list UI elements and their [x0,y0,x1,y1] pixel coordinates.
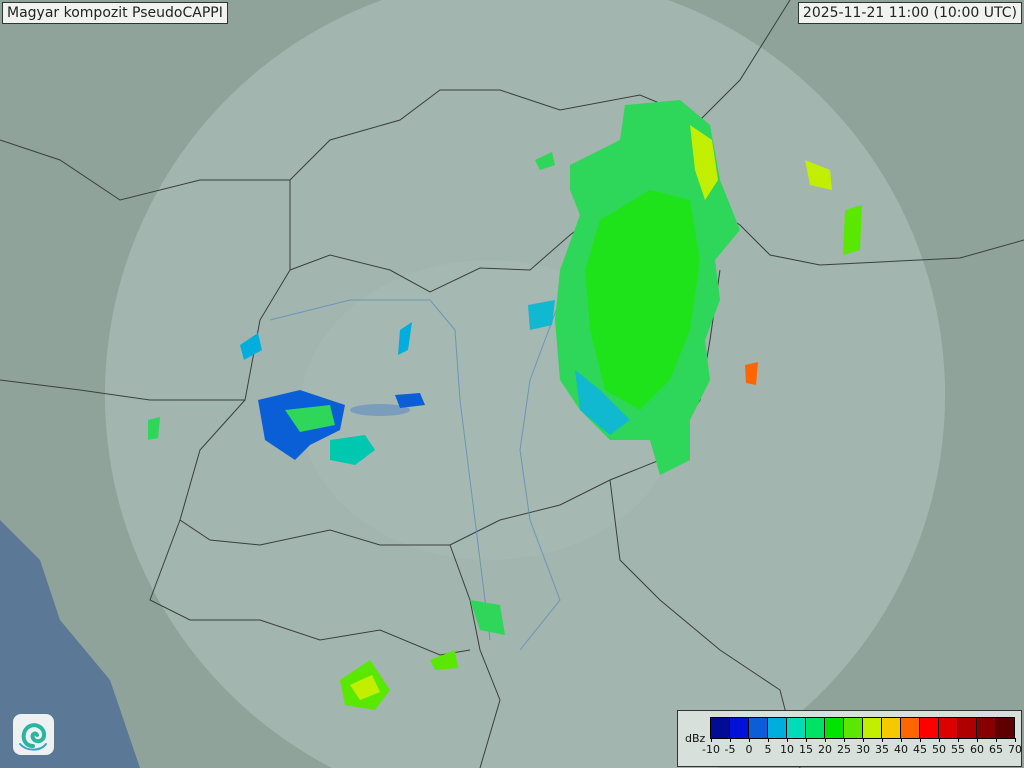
legend-tick: 60 [962,738,992,756]
swirl-logo-icon[interactable] [13,714,54,755]
radar-echoes [148,100,862,710]
echo-mid-1 [398,322,412,355]
legend-color-cell [882,718,901,738]
legend-tick-label: 30 [856,743,870,756]
legend-tick-label: 10 [780,743,794,756]
legend-tick: 15 [791,738,821,756]
legend-color-cell [806,718,825,738]
legend-tick: 35 [867,738,897,756]
legend-ticks: -10 -5 0 5 10 15 20 25 30 35 40 45 50 55 60 65 70 [702,738,1022,758]
legend-tick: 25 [829,738,859,756]
legend-tick: -5 [715,738,745,756]
legend-tick-label: 55 [951,743,965,756]
legend-tick: -10 [696,738,726,756]
legend-tick-label: 5 [764,743,772,756]
legend-tick: 20 [810,738,840,756]
legend-color-cell [825,718,844,738]
echo-east-2 [843,205,862,255]
echo-east-3 [745,362,758,385]
legend-tick-label: 50 [932,743,946,756]
legend-color-cell [920,718,939,738]
legend-color-bar [710,717,1015,739]
legend-tick: 70 [1000,738,1024,756]
legend-color-cell [844,718,863,738]
legend-tick-label: 25 [837,743,851,756]
legend-tick-label: 65 [989,743,1003,756]
lake-balaton [350,404,410,416]
legend-tick-label: 70 [1008,743,1022,756]
map-title: Magyar kompozit PseudoCAPPI [2,2,228,24]
legend-tick-label: 0 [745,743,753,756]
legend-tick: 65 [981,738,1011,756]
echo-south-core [350,675,380,700]
legend-color-cell [768,718,787,738]
legend-color-cell [996,718,1014,738]
legend-color-cell [901,718,920,738]
adriatic-sea [0,520,140,768]
echo-mid-5 [528,300,555,330]
timestamp: 2025-11-21 11:00 (10:00 UTC) [797,2,1022,24]
legend-tick: 50 [924,738,954,756]
legend-tick: 55 [943,738,973,756]
echo-main-cyan [575,370,630,435]
echo-west-2 [330,435,375,465]
legend-color-cell [730,718,749,738]
echo-north [535,152,555,170]
legend-color-cell [977,718,996,738]
legend-tick-label: -10 [702,743,720,756]
echo-west-core [285,405,335,432]
echo-main-core [585,190,700,410]
rivers [269,299,561,651]
legend-tick: 30 [848,738,878,756]
legend-tick-label: -5 [724,743,736,756]
dbz-legend: dBz -10 -5 0 5 10 15 20 25 30 35 40 45 50 55 60 65 70 [677,710,1022,767]
legend-color-cell [787,718,806,738]
echo-mid-7 [395,393,425,408]
legend-tick-label: 15 [799,743,813,756]
legend-tick-label: 20 [818,743,832,756]
echo-mid-3 [470,600,505,635]
legend-tick-label: 45 [913,743,927,756]
echo-mid-2 [240,333,262,360]
legend-tick-label: 60 [970,743,984,756]
legend-tick-label: 40 [894,743,908,756]
legend-color-cell [958,718,977,738]
echo-mid-6 [148,417,160,440]
echo-mid-4 [430,650,458,670]
legend-tick: 40 [886,738,916,756]
legend-tick: 5 [753,738,783,756]
legend-color-cell [863,718,882,738]
legend-color-cell [749,718,768,738]
echo-main-yellow [690,125,718,200]
legend-tick: 0 [734,738,764,756]
legend-color-cell [939,718,958,738]
legend-tick: 10 [772,738,802,756]
legend-tick-label: 35 [875,743,889,756]
echo-east-1 [805,160,832,190]
legend-tick: 45 [905,738,935,756]
legend-unit: dBz [685,732,706,745]
legend-color-cell [711,718,730,738]
